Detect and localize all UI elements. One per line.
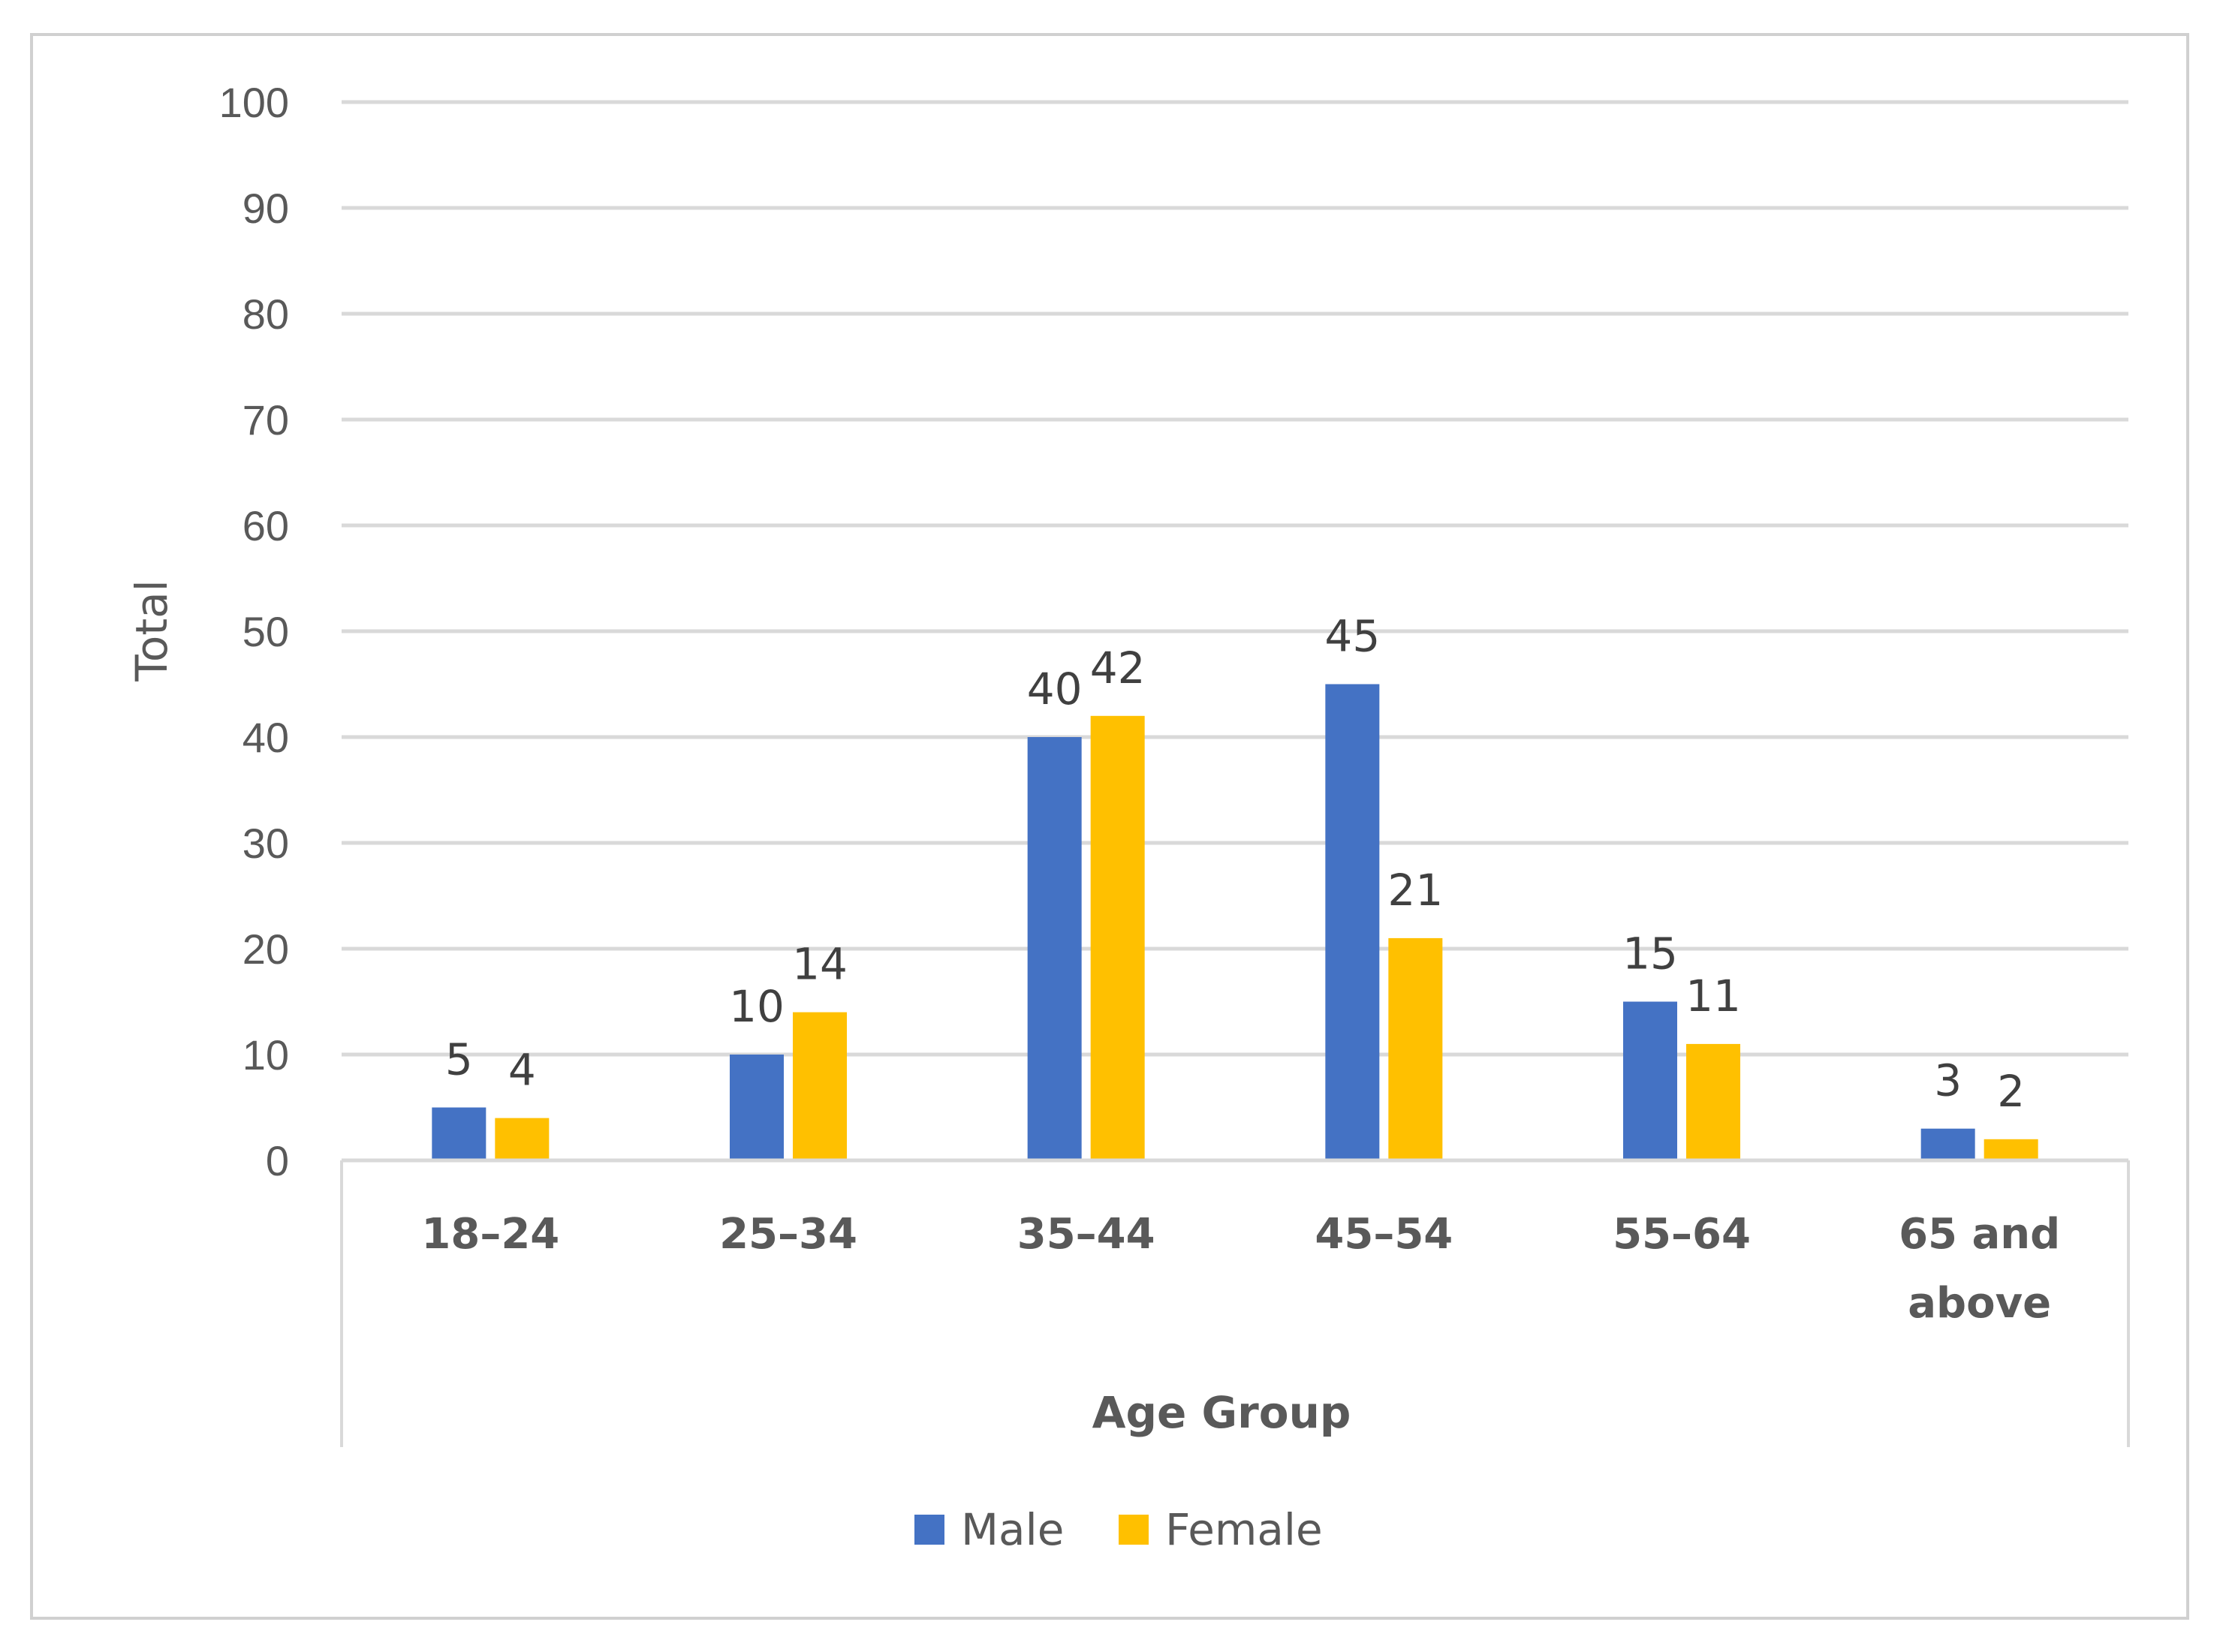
y-tick-label-80: 80: [242, 290, 289, 338]
legend: Male Female: [914, 1504, 1323, 1555]
x-category-label-2: 35–44: [1017, 1210, 1155, 1259]
x-axis-title: Age Group: [1092, 1387, 1351, 1438]
data-label-female-2: 42: [1090, 642, 1146, 694]
y-tick-label-90: 90: [242, 185, 289, 232]
bar-female-1: [793, 1012, 847, 1160]
data-label-female-0: 4: [508, 1045, 536, 1096]
bar-female-2: [1090, 715, 1145, 1160]
y-tick-label-100: 100: [219, 79, 289, 126]
axes: [340, 1158, 2130, 1447]
bar-male-5: [1920, 1128, 1975, 1160]
y-tick-label-40: 40: [242, 714, 289, 761]
y-tick-label-60: 60: [242, 502, 289, 549]
data-label-male-4: 15: [1622, 928, 1678, 979]
data-label-male-5: 3: [1934, 1055, 1962, 1106]
y-tick-label-20: 20: [242, 925, 289, 973]
bars: [432, 684, 2038, 1160]
bar-female-5: [1984, 1139, 2038, 1160]
bar-male-1: [730, 1055, 784, 1160]
data-label-female-1: 14: [792, 939, 848, 990]
data-label-female-5: 2: [1997, 1066, 2025, 1117]
legend-swatch-female: [1119, 1515, 1149, 1545]
bar-female-0: [495, 1118, 550, 1160]
legend-label-female: Female: [1165, 1504, 1323, 1555]
data-label-female-3: 21: [1387, 865, 1443, 916]
y-tick-label-70: 70: [242, 396, 289, 444]
y-axis-title: Total: [126, 579, 177, 682]
gridlines: [342, 100, 2128, 1057]
y-tick-label-30: 30: [242, 820, 289, 867]
x-category-label-3: 45–54: [1315, 1210, 1453, 1259]
y-axis-ticks: 0 10 20 30 40 50 60 70 80 90 100: [219, 79, 289, 1184]
bar-male-4: [1623, 1001, 1677, 1160]
bar-male-2: [1027, 737, 1082, 1160]
data-label-male-2: 40: [1027, 664, 1083, 715]
x-category-label-5-line-1: above: [1908, 1279, 2051, 1328]
y-tick-label-50: 50: [242, 608, 289, 655]
y-tick-label-10: 10: [242, 1031, 289, 1079]
bar-male-0: [432, 1107, 486, 1160]
x-axis-categories: 18–24 25–34 35–44 45–54 55–64 65 and above: [421, 1210, 2060, 1328]
data-label-female-4: 11: [1685, 970, 1741, 1022]
data-label-male-1: 10: [729, 981, 785, 1032]
x-category-label-1: 25–34: [719, 1210, 857, 1259]
legend-label-male: Male: [961, 1504, 1064, 1555]
bar-male-3: [1325, 684, 1380, 1160]
bar-female-4: [1686, 1043, 1740, 1160]
bar-female-3: [1388, 937, 1443, 1160]
data-label-male-0: 5: [445, 1034, 473, 1085]
data-label-male-3: 45: [1324, 611, 1380, 662]
y-tick-label-0: 0: [266, 1137, 289, 1184]
x-category-label-0: 18–24: [421, 1210, 559, 1259]
x-category-label-5-line-0: 65 and: [1899, 1210, 2060, 1259]
x-category-label-4: 55–64: [1613, 1210, 1751, 1259]
legend-swatch-male: [914, 1515, 944, 1545]
